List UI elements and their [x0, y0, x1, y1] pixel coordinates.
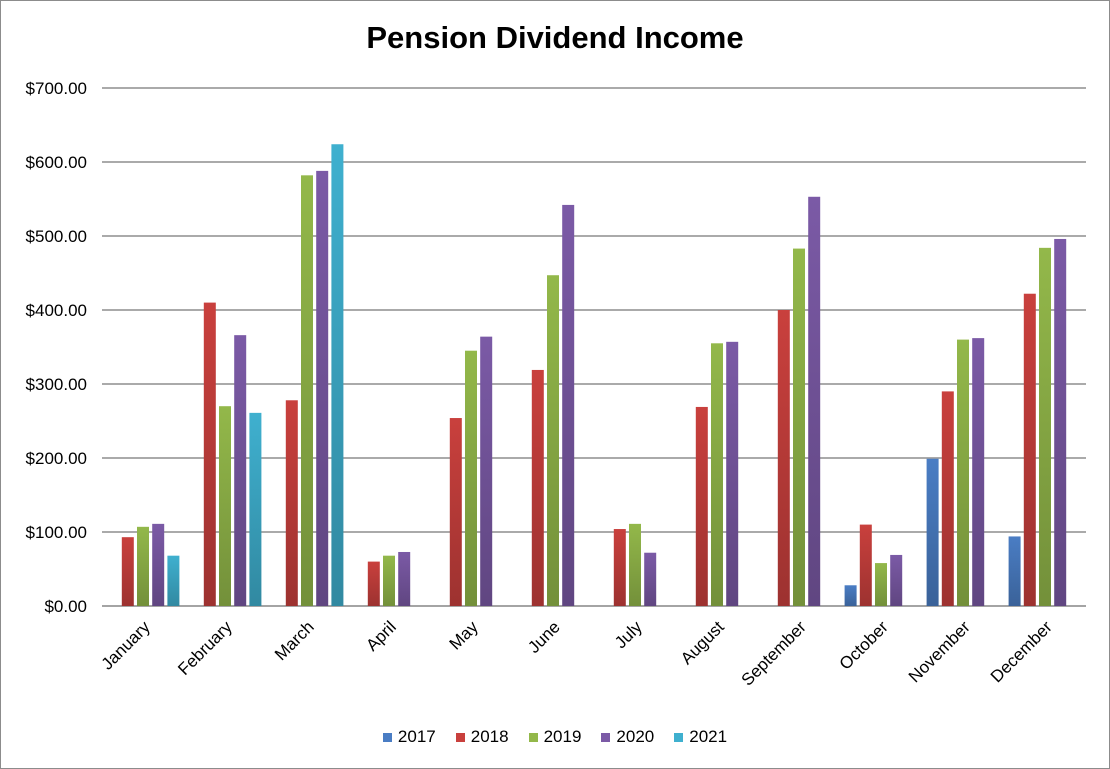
x-tick-label: January: [98, 617, 155, 674]
bars: [121, 144, 1067, 607]
bar-2018-july: [613, 529, 626, 606]
bar-2018-december: [1023, 293, 1036, 606]
bar-2018-april: [367, 561, 380, 606]
x-tick-label: June: [524, 617, 564, 657]
gridlines: [102, 87, 1086, 607]
legend-swatch: [674, 732, 684, 742]
legend-label: 2021: [689, 727, 728, 746]
bar-2020-august: [726, 341, 739, 606]
bar-2020-june: [562, 204, 575, 607]
x-tick-label: May: [446, 617, 482, 653]
bar-2021-march: [331, 144, 344, 607]
bar-2019-december: [1039, 247, 1051, 606]
bar-2020-october: [890, 554, 903, 606]
bar-2020-september: [808, 196, 821, 606]
legend-item-2021: 2021: [674, 727, 727, 747]
y-tick-label: $200.00: [26, 449, 87, 468]
y-tick-label: $400.00: [26, 301, 87, 320]
bar-2020-december: [1054, 238, 1067, 606]
y-axis-tick-labels: $0.00 $100.00 $200.00 $300.00 $400.00 $500.00…: [26, 79, 87, 616]
x-tick-label: April: [362, 617, 399, 654]
y-tick-label: $0.00: [44, 597, 87, 616]
bar-2019-november: [957, 339, 969, 606]
x-tick-label: July: [611, 617, 646, 652]
legend-label: 2017: [397, 727, 436, 746]
bar-2018-january: [121, 537, 134, 606]
bar-2019-july: [629, 523, 641, 606]
bar-2021-february: [249, 412, 262, 606]
bar-2020-july: [644, 552, 657, 606]
legend-item-2017: 2017: [382, 727, 436, 747]
bar-2019-october: [875, 563, 887, 606]
legend-item-2018: 2018: [455, 727, 509, 747]
bar-2021-january: [167, 555, 180, 606]
x-tick-label: November: [905, 617, 974, 686]
bar-2017-december: [1008, 536, 1021, 606]
bar-2019-march: [301, 175, 313, 606]
legend-item-2020: 2020: [601, 727, 654, 747]
bar-2018-may: [449, 418, 462, 606]
bar-2017-november: [926, 458, 939, 606]
bar-2017-october: [844, 585, 857, 606]
chart-title: Pension Dividend Income: [366, 20, 744, 55]
x-axis-tick-labels: January February March April May June July Augu…: [98, 617, 1056, 690]
legend-item-2019: 2019: [528, 727, 582, 747]
legend: 2017 2018 2019 2020 2021: [0, 726, 1110, 748]
bar-2019-september: [793, 248, 805, 606]
bar-2018-august: [695, 406, 708, 606]
legend-label: 2019: [543, 727, 582, 746]
legend-swatch: [528, 732, 538, 742]
y-tick-label: $100.00: [26, 523, 87, 542]
bar-2018-october: [859, 524, 872, 606]
legend-label: 2020: [616, 727, 655, 746]
bar-2020-january: [152, 523, 165, 606]
bar-2020-february: [234, 335, 247, 606]
y-tick-label: $300.00: [26, 375, 87, 394]
x-tick-label: September: [738, 617, 810, 689]
x-tick-label: March: [271, 617, 318, 664]
bar-2019-may: [465, 350, 477, 606]
bar-2018-november: [941, 391, 954, 606]
x-tick-label: October: [836, 617, 892, 673]
bar-2018-june: [531, 369, 544, 606]
legend-label: 2018: [470, 727, 509, 746]
x-tick-label: February: [174, 617, 236, 679]
x-tick-label: August: [677, 617, 728, 668]
y-tick-label: $500.00: [26, 227, 87, 246]
bar-2018-march: [285, 400, 298, 606]
bar-2020-march: [316, 170, 329, 606]
bar-2020-april: [398, 551, 411, 606]
bar-2018-february: [203, 302, 216, 606]
x-tick-label: December: [987, 617, 1056, 686]
bar-2019-june: [547, 275, 559, 606]
bar-2019-january: [137, 526, 149, 606]
bar-2020-november: [972, 338, 985, 606]
legend-swatch: [455, 732, 465, 742]
legend-swatch: [382, 732, 392, 742]
bar-2019-august: [711, 343, 723, 606]
legend-swatch: [601, 732, 611, 742]
y-tick-label: $700.00: [26, 79, 87, 98]
bar-2019-april: [383, 555, 395, 606]
bar-2020-may: [480, 336, 493, 606]
y-tick-label: $600.00: [26, 153, 87, 172]
bar-2019-february: [219, 406, 231, 606]
bar-2018-september: [777, 310, 790, 606]
